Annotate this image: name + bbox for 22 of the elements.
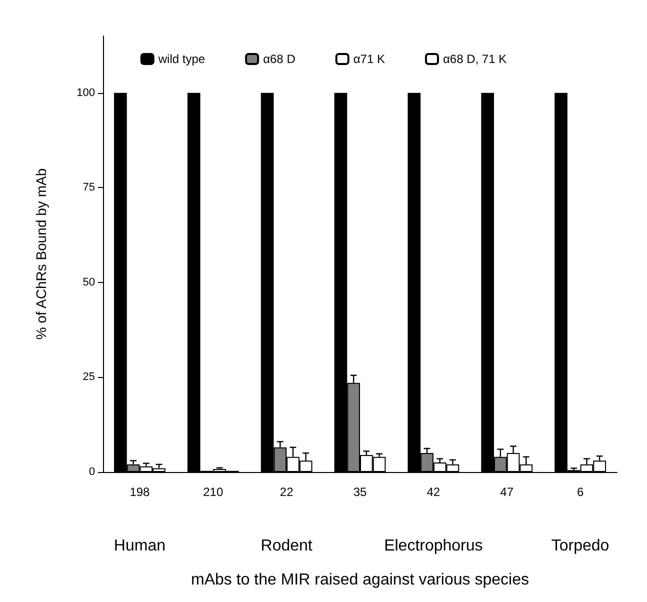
- legend-label: α68 D: [263, 52, 296, 66]
- y-tick-label: 0: [88, 466, 95, 478]
- text: Electrophorus: [384, 538, 483, 554]
- x-tick-label: 35: [353, 485, 367, 499]
- y-tick-label: 50: [82, 276, 95, 288]
- y-axis-title: % of AChRs Bound by mAb: [33, 168, 49, 340]
- text: Torpedo: [551, 538, 610, 554]
- y-tick-label: 25: [82, 371, 95, 384]
- x-tick-label: 47: [500, 485, 514, 499]
- x-tick-label: 6: [576, 485, 584, 499]
- legend-label: α68 D, 71 K: [442, 52, 507, 66]
- x-tick-label: 198: [130, 485, 150, 499]
- x-axis-title: mAbs to the MIR raised against various species: [191, 572, 529, 588]
- x-tick-label: 210: [203, 485, 224, 499]
- y-tick-label: 100: [76, 86, 95, 99]
- x-tick-label: 42: [426, 485, 440, 499]
- legend-label: wild type: [157, 52, 206, 66]
- text: Rodent: [260, 538, 313, 554]
- text: Human: [114, 538, 166, 554]
- legend-label: α71 K: [353, 52, 385, 66]
- y-tick-label: 75: [82, 182, 95, 194]
- x-tick-label: 22: [280, 485, 294, 499]
